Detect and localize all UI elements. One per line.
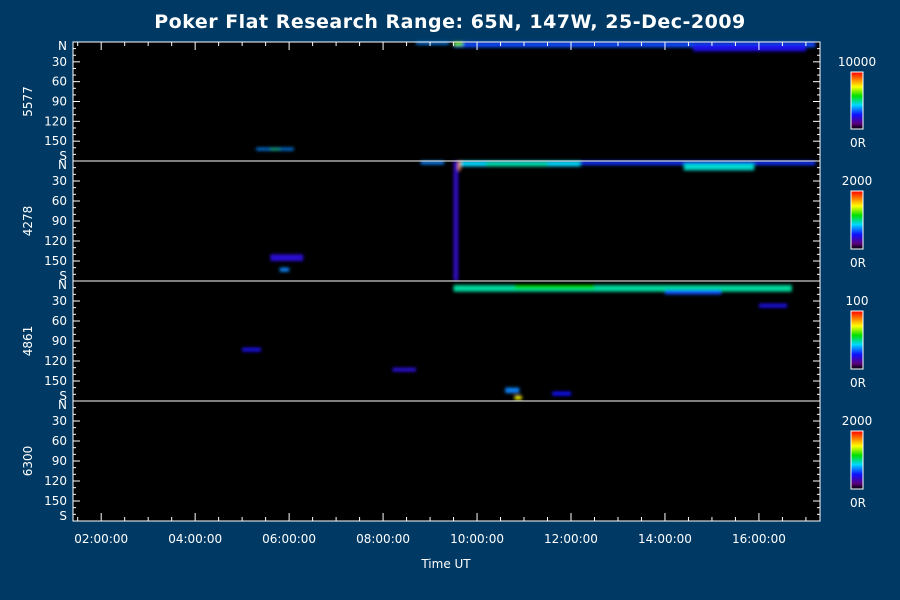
y-tick-label: 60 <box>52 194 67 208</box>
panel-features <box>256 42 816 151</box>
colorbar <box>850 71 864 130</box>
colorbar-max-label: 2000 <box>842 414 873 428</box>
x-axis-label: Time UT <box>420 557 471 571</box>
emission-patch <box>242 347 261 352</box>
y-tick-label: 120 <box>44 354 67 368</box>
colorbar-min-label: 0R <box>850 256 866 270</box>
y-tick-label: 30 <box>52 294 67 308</box>
emission-patch <box>758 303 788 308</box>
emission-patch <box>270 148 280 150</box>
panel-plot-area <box>73 281 820 401</box>
colorbar-max-label: 100 <box>846 294 869 308</box>
emission-patch <box>486 162 548 167</box>
emission-patch <box>505 387 520 393</box>
emission-patch <box>580 161 816 165</box>
panel-plot-area <box>73 161 820 281</box>
colorbar <box>850 430 864 490</box>
emission-patch <box>664 290 722 295</box>
emission-patch <box>552 391 571 396</box>
panel-label: 5577 <box>21 86 35 117</box>
x-tick-label: 16:00:00 <box>732 532 786 546</box>
y-tick-label-north: N <box>58 278 67 292</box>
x-tick-label: 02:00:00 <box>74 532 128 546</box>
y-tick-label: 30 <box>52 414 67 428</box>
y-tick-label: 90 <box>52 95 67 109</box>
colorbar-min-label: 0R <box>850 376 866 390</box>
y-tick-label: 30 <box>52 55 67 69</box>
x-tick-label: 06:00:00 <box>262 532 316 546</box>
y-tick-label: 30 <box>52 174 67 188</box>
panel-features <box>242 285 792 400</box>
panel-label: 6300 <box>21 446 35 477</box>
x-tick-label: 12:00:00 <box>544 532 598 546</box>
panel-plot-area <box>73 401 820 521</box>
colorbar <box>850 190 864 250</box>
y-tick-label-south: S <box>59 149 67 163</box>
y-tick-label-north: N <box>58 398 67 412</box>
y-tick-label: 150 <box>44 254 67 268</box>
y-tick-label-south: S <box>59 509 67 523</box>
colorbar-max-label: 2000 <box>842 174 873 188</box>
y-tick-label: 90 <box>52 454 67 468</box>
y-tick-label: 120 <box>44 234 67 248</box>
colorbar-min-label: 0R <box>850 136 866 150</box>
y-tick-label: 120 <box>44 114 67 128</box>
y-tick-label: 60 <box>52 75 67 89</box>
emission-patch <box>270 254 304 261</box>
panel-label: 4278 <box>21 206 35 237</box>
emission-patch <box>453 42 816 48</box>
emission-patch <box>279 267 290 272</box>
y-tick-label: 90 <box>52 214 67 228</box>
chart-title: Poker Flat Research Range: 65N, 147W, 25… <box>154 11 746 33</box>
emission-patch <box>514 395 522 400</box>
emission-patch <box>453 161 459 281</box>
x-tick-label: 14:00:00 <box>638 532 692 546</box>
colorbar-max-label: 10000 <box>838 55 876 69</box>
y-tick-label: 60 <box>52 314 67 328</box>
emission-patch <box>683 163 755 171</box>
x-tick-label: 08:00:00 <box>356 532 410 546</box>
y-tick-label: 150 <box>44 374 67 388</box>
y-tick-label-south: S <box>59 389 67 403</box>
panels: N306090120150S5577100000RN306090120150S4… <box>21 39 876 546</box>
emission-patch <box>453 285 792 292</box>
panel-plot-area <box>73 42 820 161</box>
emission-patch <box>453 42 463 46</box>
x-tick-label: 04:00:00 <box>168 532 222 546</box>
y-tick-label: 150 <box>44 134 67 148</box>
y-tick-label-south: S <box>59 269 67 283</box>
y-tick-label: 120 <box>44 474 67 488</box>
y-tick-label: 90 <box>52 334 67 348</box>
colorbar <box>850 310 864 370</box>
emission-patch <box>392 367 416 372</box>
emission-patch <box>415 42 449 45</box>
panel-label: 4861 <box>21 326 35 357</box>
x-tick-label: 10:00:00 <box>450 532 504 546</box>
colorbar-min-label: 0R <box>850 496 866 510</box>
emission-patch <box>693 44 806 52</box>
y-tick-label-north: N <box>58 158 67 172</box>
y-tick-label: 60 <box>52 434 67 448</box>
emission-patch <box>514 285 595 289</box>
y-tick-label: 150 <box>44 494 67 508</box>
emission-patch <box>420 161 445 165</box>
panel-features <box>270 161 816 281</box>
y-tick-label-north: N <box>58 39 67 53</box>
